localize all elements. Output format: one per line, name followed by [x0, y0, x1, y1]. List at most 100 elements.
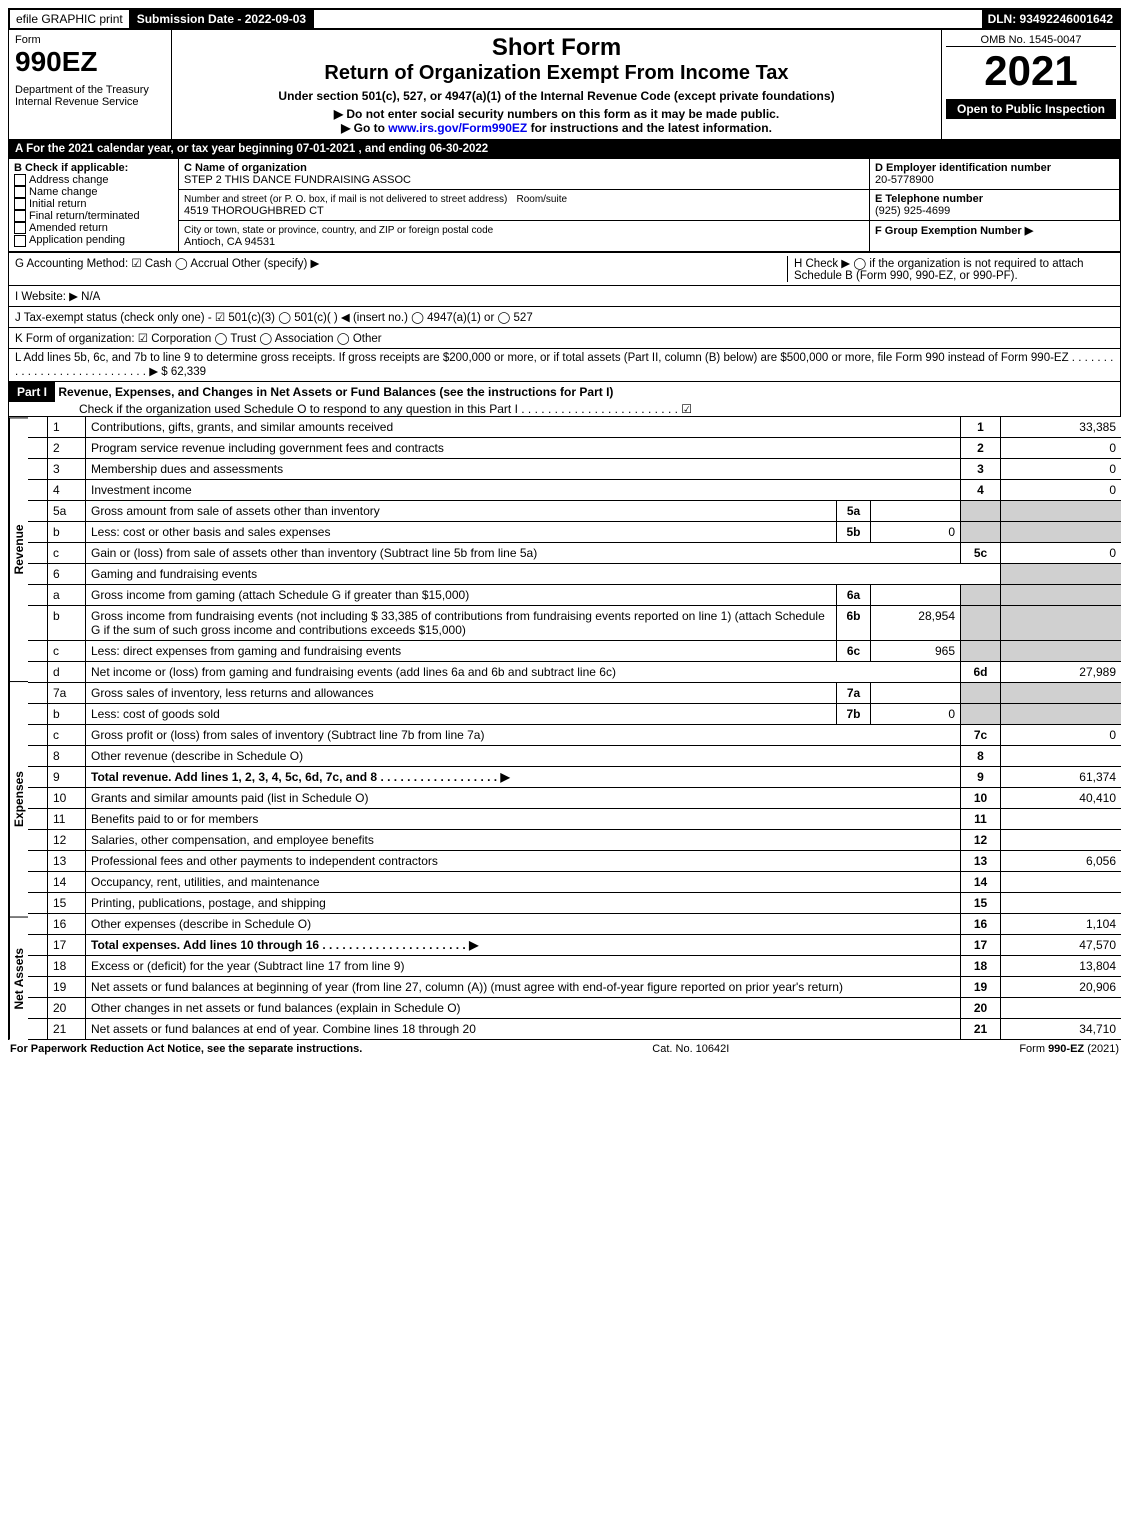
ln-15: 15 [48, 893, 86, 913]
org-info-box: B Check if applicable: Address change Na… [8, 159, 1121, 253]
ln-9: 9 [48, 767, 86, 787]
omb-number: OMB No. 1545-0047 [946, 34, 1116, 47]
val-15 [1001, 893, 1121, 913]
ln-7b: b [48, 704, 86, 724]
part1-label: Part I [9, 382, 55, 402]
val-4: 0 [1001, 480, 1121, 500]
part1-header: Part I Revenue, Expenses, and Changes in… [8, 382, 1121, 417]
phone: (925) 925-4699 [875, 205, 950, 217]
city: Antioch, CA 94531 [184, 236, 275, 248]
h-schedule-b: H Check ▶ ◯ if the organization is not r… [787, 256, 1114, 282]
section-expenses: Expenses [9, 681, 28, 917]
ln-6a: a [48, 585, 86, 605]
ln-4: 4 [48, 480, 86, 500]
ln-5a: 5a [48, 501, 86, 521]
val-9: 61,374 [1001, 767, 1121, 787]
val-2: 0 [1001, 438, 1121, 458]
ein: 20-5778900 [875, 174, 934, 186]
inspection-label: Open to Public Inspection [946, 99, 1116, 119]
val-17: 47,570 [1001, 935, 1121, 955]
efile-label: efile GRAPHIC print [10, 10, 131, 28]
val-18: 13,804 [1001, 956, 1121, 976]
street: 4519 THOROUGHBRED CT [184, 205, 324, 217]
ln-6b: b [48, 606, 86, 640]
ln-19: 19 [48, 977, 86, 997]
ln-14: 14 [48, 872, 86, 892]
ln-6d: d [48, 662, 86, 682]
val-6d: 27,989 [1001, 662, 1121, 682]
form-header: Form 990EZ Department of the Treasury In… [8, 30, 1121, 140]
street-label: Number and street (or P. O. box, if mail… [184, 194, 507, 205]
d-label: D Employer identification number [875, 162, 1051, 174]
page-footer: For Paperwork Reduction Act Notice, see … [8, 1040, 1121, 1058]
footer-left: For Paperwork Reduction Act Notice, see … [10, 1043, 362, 1055]
ln-5b: b [48, 522, 86, 542]
ln-17: 17 [48, 935, 86, 955]
ln-20: 20 [48, 998, 86, 1018]
ln-1: 1 [48, 417, 86, 437]
e-label: E Telephone number [875, 193, 983, 205]
footer-right: Form 990-EZ (2021) [1019, 1043, 1119, 1055]
part1-title: Revenue, Expenses, and Changes in Net As… [58, 385, 613, 399]
dln: DLN: 93492246001642 [982, 10, 1119, 28]
val-3: 0 [1001, 459, 1121, 479]
section-a: A For the 2021 calendar year, or tax yea… [8, 140, 1121, 159]
ln-18: 18 [48, 956, 86, 976]
l-gross-receipts: L Add lines 5b, 6c, and 7b to line 9 to … [8, 349, 1121, 382]
b-label: B Check if applicable: [14, 162, 128, 174]
ln-12: 12 [48, 830, 86, 850]
val-20 [1001, 998, 1121, 1018]
ln-7a: 7a [48, 683, 86, 703]
k-form-org: K Form of organization: ☑ Corporation ◯ … [8, 328, 1121, 349]
room-label: Room/suite [516, 194, 567, 205]
checkbox-amended[interactable] [14, 222, 26, 234]
org-name: STEP 2 THIS DANCE FUNDRAISING ASSOC [184, 174, 411, 186]
f-label: F Group Exemption Number ▶ [875, 225, 1033, 237]
irs-link[interactable]: www.irs.gov/Form990EZ [388, 121, 527, 135]
section-revenue: Revenue [9, 417, 28, 681]
ln-10: 10 [48, 788, 86, 808]
j-tax-exempt: J Tax-exempt status (check only one) - ☑… [8, 307, 1121, 328]
val-14 [1001, 872, 1121, 892]
checkbox-name-change[interactable] [14, 186, 26, 198]
city-label: City or town, state or province, country… [184, 225, 493, 236]
ln-6: 6 [48, 564, 86, 584]
val-5c: 0 [1001, 543, 1121, 563]
ln-7c: c [48, 725, 86, 745]
subtitle: Under section 501(c), 527, or 4947(a)(1)… [176, 89, 937, 103]
submission-date: Submission Date - 2022-09-03 [131, 10, 314, 28]
ln-21: 21 [48, 1019, 86, 1039]
val-21: 34,710 [1001, 1019, 1121, 1039]
part1-sub: Check if the organization used Schedule … [9, 402, 692, 416]
val-10: 40,410 [1001, 788, 1121, 808]
short-form-title: Short Form [176, 34, 937, 62]
checkbox-address-change[interactable] [14, 174, 26, 186]
ln-13: 13 [48, 851, 86, 871]
ln-3: 3 [48, 459, 86, 479]
val-19: 20,906 [1001, 977, 1121, 997]
c-label: C Name of organization [184, 162, 307, 174]
checkbox-final-return[interactable] [14, 210, 26, 222]
val-1: 33,385 [1001, 417, 1121, 437]
checkbox-pending[interactable] [14, 235, 26, 247]
i-website: I Website: ▶ N/A [8, 286, 1121, 307]
ln-16: 16 [48, 914, 86, 934]
g-accounting: G Accounting Method: ☑ Cash ◯ Accrual Ot… [15, 256, 787, 282]
top-bar: efile GRAPHIC print Submission Date - 20… [8, 8, 1121, 30]
val-8 [1001, 746, 1121, 766]
dept-label: Department of the Treasury Internal Reve… [15, 84, 165, 108]
checkbox-initial-return[interactable] [14, 198, 26, 210]
form-number: 990EZ [15, 46, 165, 78]
note-ssn: ▶ Do not enter social security numbers o… [176, 107, 937, 121]
val-12 [1001, 830, 1121, 850]
ln-11: 11 [48, 809, 86, 829]
lines-container: 1Contributions, gifts, grants, and simil… [28, 417, 1121, 1040]
ln-8: 8 [48, 746, 86, 766]
ln-5c: c [48, 543, 86, 563]
val-16: 1,104 [1001, 914, 1121, 934]
tax-year: 2021 [946, 47, 1116, 95]
footer-mid: Cat. No. 10642I [652, 1043, 729, 1055]
ln-2: 2 [48, 438, 86, 458]
val-13: 6,056 [1001, 851, 1121, 871]
val-11 [1001, 809, 1121, 829]
